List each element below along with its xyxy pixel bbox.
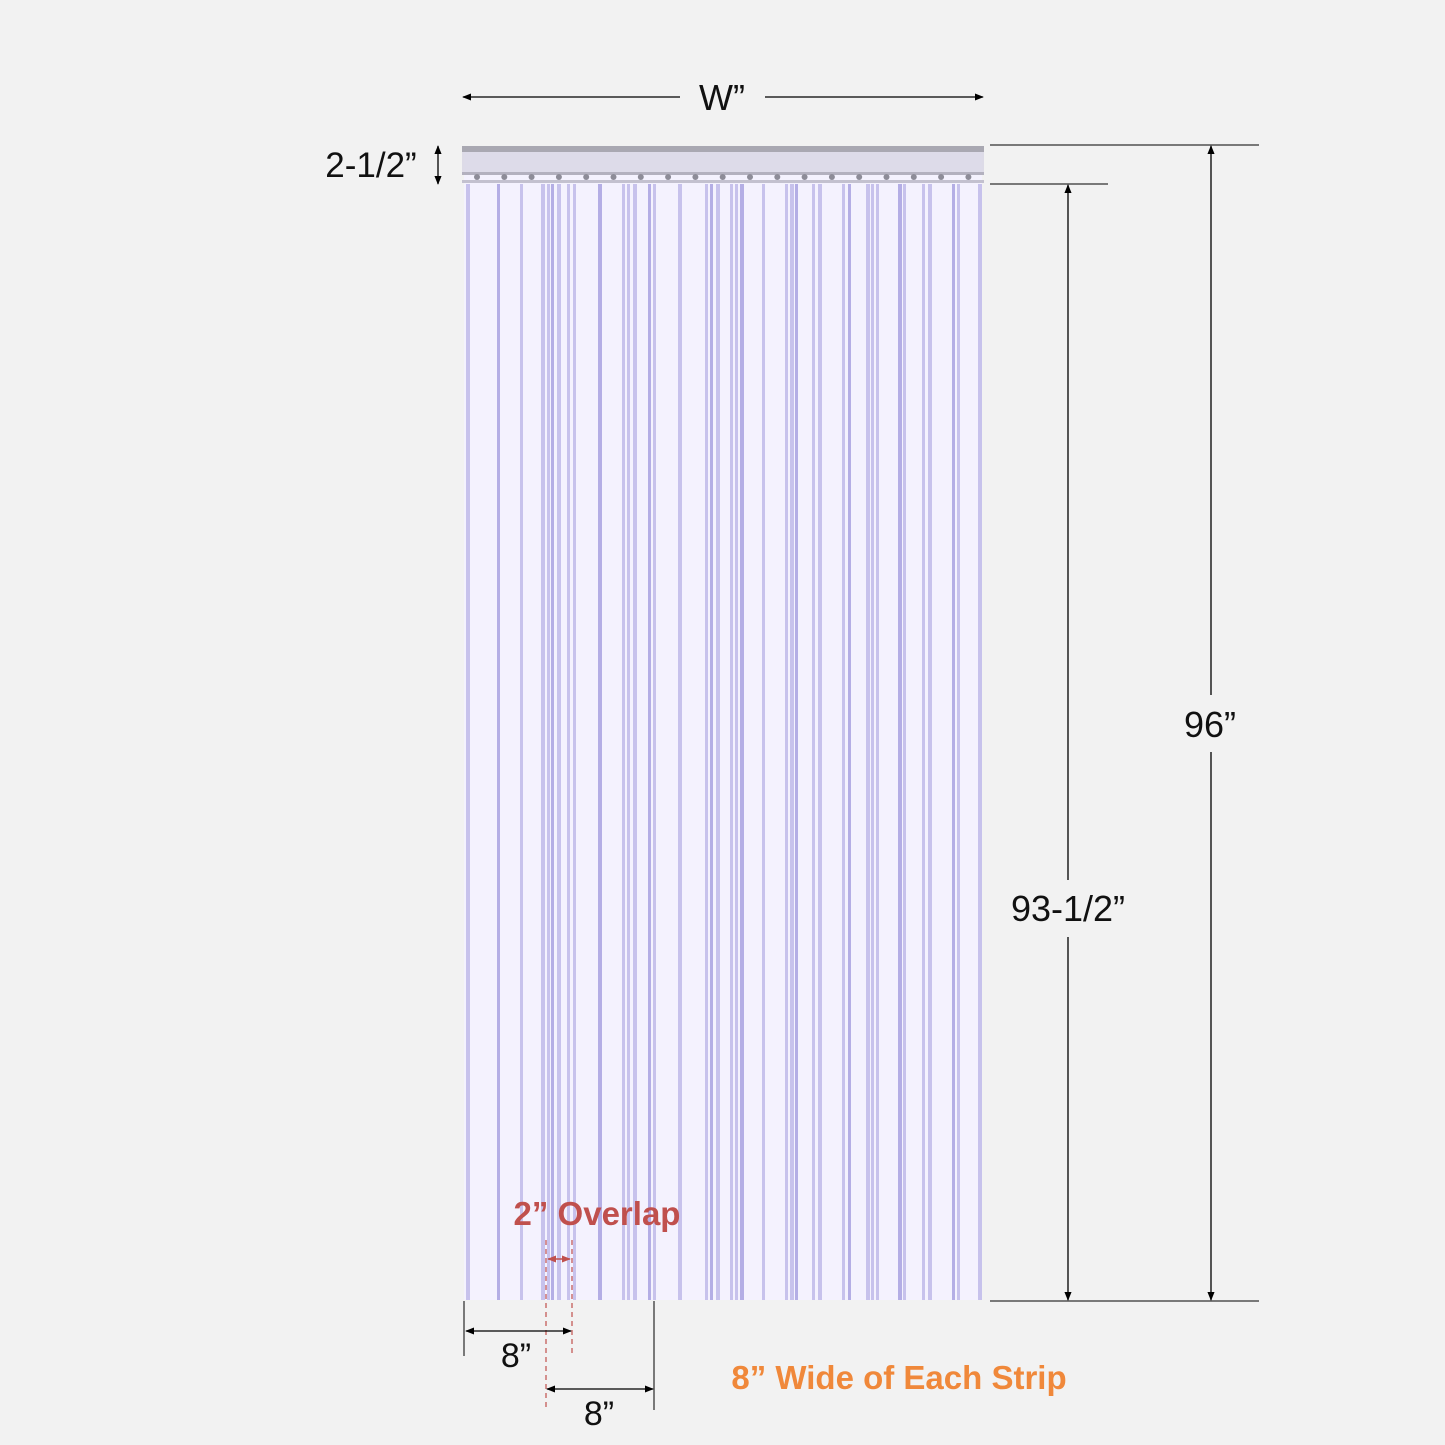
strip-height-label: 93-1/2” xyxy=(1011,888,1125,929)
strip-edge xyxy=(730,184,733,1300)
strip-edge xyxy=(785,184,788,1300)
strip-edge xyxy=(848,184,851,1300)
overlap-label: 2” Overlap xyxy=(514,1195,681,1232)
strip-edge xyxy=(790,184,794,1300)
strip-edge xyxy=(928,184,932,1300)
bolt xyxy=(528,174,535,180)
strip-edge xyxy=(922,184,925,1300)
overlap-indicator xyxy=(545,1240,573,1410)
strip-edge xyxy=(557,184,561,1300)
strip-edge xyxy=(978,184,982,1300)
bolt xyxy=(910,174,917,180)
strip-edge xyxy=(598,184,602,1300)
strip-edge xyxy=(466,184,470,1300)
bolt xyxy=(719,174,726,180)
bolt xyxy=(610,174,617,180)
strip-edge xyxy=(842,184,845,1300)
strip-edge xyxy=(716,184,720,1300)
curtain-panel xyxy=(464,146,982,1300)
strip-edge xyxy=(567,184,570,1300)
strip-edge xyxy=(627,184,630,1300)
bolt xyxy=(828,174,835,180)
header-bar xyxy=(462,146,984,183)
strip-edge xyxy=(705,184,708,1300)
header-height-label: 2-1/2” xyxy=(325,146,416,185)
strip-edge xyxy=(551,184,554,1300)
curtain-strips xyxy=(466,184,982,1300)
strip-edge xyxy=(952,184,955,1300)
strip-edge xyxy=(818,184,822,1300)
mounting-bolts xyxy=(474,174,972,180)
strip-width-label-2: 8” xyxy=(584,1395,614,1433)
strip-width-dimension-1 xyxy=(463,1301,572,1356)
total-height-label: 96” xyxy=(1184,704,1236,745)
bolt xyxy=(747,174,753,180)
strip-width-dimension-2 xyxy=(546,1301,655,1410)
bolt xyxy=(555,174,562,180)
strip-edge xyxy=(871,184,874,1300)
bolt xyxy=(883,174,890,180)
bolt xyxy=(665,174,672,180)
bolt xyxy=(501,174,508,180)
bolt xyxy=(938,174,945,180)
bolt xyxy=(583,174,590,180)
bolt xyxy=(637,174,644,180)
strip-edge xyxy=(762,184,765,1300)
strip-edge xyxy=(678,184,682,1300)
strip-edge xyxy=(541,184,545,1300)
strip-edge xyxy=(547,184,550,1300)
strip-edge xyxy=(812,184,815,1300)
strip-edge xyxy=(795,184,798,1300)
strip-edge xyxy=(622,184,625,1300)
bolt xyxy=(856,174,863,180)
strip-edge xyxy=(633,184,637,1300)
strip-edge xyxy=(876,184,879,1300)
strip-edge xyxy=(520,184,523,1300)
extension-lines xyxy=(990,144,1259,1302)
bolt xyxy=(474,174,480,180)
strip-edge xyxy=(573,184,576,1300)
strip-edge xyxy=(903,184,906,1300)
strip-edge xyxy=(898,184,902,1300)
strip-edge xyxy=(957,184,960,1300)
bolt xyxy=(965,174,972,180)
strip-edge xyxy=(740,184,744,1300)
strip-edge xyxy=(653,184,656,1300)
bolt xyxy=(774,174,781,180)
bolt xyxy=(692,174,699,180)
strip-edge xyxy=(866,184,870,1300)
width-label: W” xyxy=(699,77,745,118)
strip-edge xyxy=(710,184,713,1300)
strip-edge xyxy=(648,184,651,1300)
bolt xyxy=(801,174,808,180)
strip-width-label-1: 8” xyxy=(501,1337,531,1375)
strip-edge xyxy=(735,184,738,1300)
strip-width-note: 8” Wide of Each Strip xyxy=(731,1359,1066,1396)
strip-edge xyxy=(497,184,500,1300)
